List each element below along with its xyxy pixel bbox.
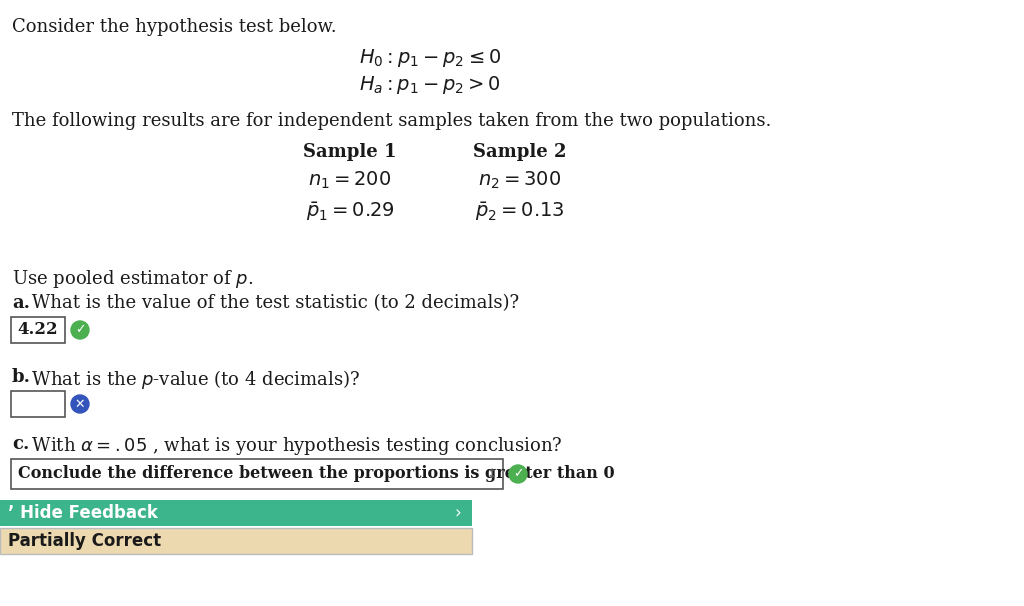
Text: $H_0 : p_1 - p_2 \leq 0$: $H_0 : p_1 - p_2 \leq 0$ [359,47,501,69]
Text: Conclude the difference between the proportions is greater than 0: Conclude the difference between the prop… [18,465,614,482]
Text: What is the value of the test statistic (to 2 decimals)?: What is the value of the test statistic … [26,294,519,312]
FancyBboxPatch shape [11,391,65,417]
FancyBboxPatch shape [0,500,472,526]
Text: Partially Correct: Partially Correct [8,532,161,550]
Text: $n_2 = 300$: $n_2 = 300$ [478,170,561,191]
Text: Consider the hypothesis test below.: Consider the hypothesis test below. [12,18,337,36]
FancyBboxPatch shape [0,528,472,554]
Text: ✓: ✓ [75,324,85,336]
Text: Sample 1: Sample 1 [303,143,396,161]
Text: $H_a : p_1 - p_2 > 0$: $H_a : p_1 - p_2 > 0$ [359,74,501,96]
Circle shape [71,321,89,339]
FancyBboxPatch shape [11,317,65,343]
Text: c.: c. [12,435,30,453]
FancyBboxPatch shape [11,459,503,489]
Circle shape [71,395,89,413]
Text: What is the $p$-value (to 4 decimals)?: What is the $p$-value (to 4 decimals)? [26,368,360,391]
Text: 4.22: 4.22 [17,322,58,339]
Text: Use pooled estimator of $p$.: Use pooled estimator of $p$. [12,268,254,290]
Text: a.: a. [12,294,30,312]
Text: ›: › [455,504,462,522]
Text: ’ Hide Feedback: ’ Hide Feedback [8,504,158,522]
Text: ✓: ✓ [513,467,523,481]
Text: ↕: ↕ [486,467,498,481]
Text: With $\alpha = .05$ , what is your hypothesis testing conclusion?: With $\alpha = .05$ , what is your hypot… [26,435,563,457]
Text: The following results are for independent samples taken from the two populations: The following results are for independen… [12,112,771,130]
Text: ✕: ✕ [75,398,85,410]
Text: $n_1 = 200$: $n_1 = 200$ [308,170,391,191]
Text: b.: b. [12,368,31,386]
Text: Sample 2: Sample 2 [473,143,566,161]
Circle shape [509,465,527,483]
Text: $\bar{p}_2 = 0.13$: $\bar{p}_2 = 0.13$ [475,200,565,223]
Text: $\bar{p}_1 = 0.29$: $\bar{p}_1 = 0.29$ [306,200,394,223]
